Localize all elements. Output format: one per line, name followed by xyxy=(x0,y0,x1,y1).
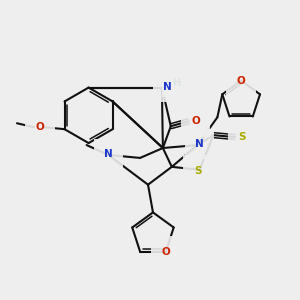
Text: O: O xyxy=(191,116,200,126)
Text: O: O xyxy=(161,247,170,257)
Text: O: O xyxy=(237,76,245,85)
Text: O: O xyxy=(35,122,44,132)
Text: N: N xyxy=(164,82,172,92)
Text: S: S xyxy=(194,166,201,176)
Text: H: H xyxy=(172,78,180,88)
Text: N: N xyxy=(104,149,113,159)
Text: S: S xyxy=(238,132,246,142)
Text: N: N xyxy=(195,139,204,149)
